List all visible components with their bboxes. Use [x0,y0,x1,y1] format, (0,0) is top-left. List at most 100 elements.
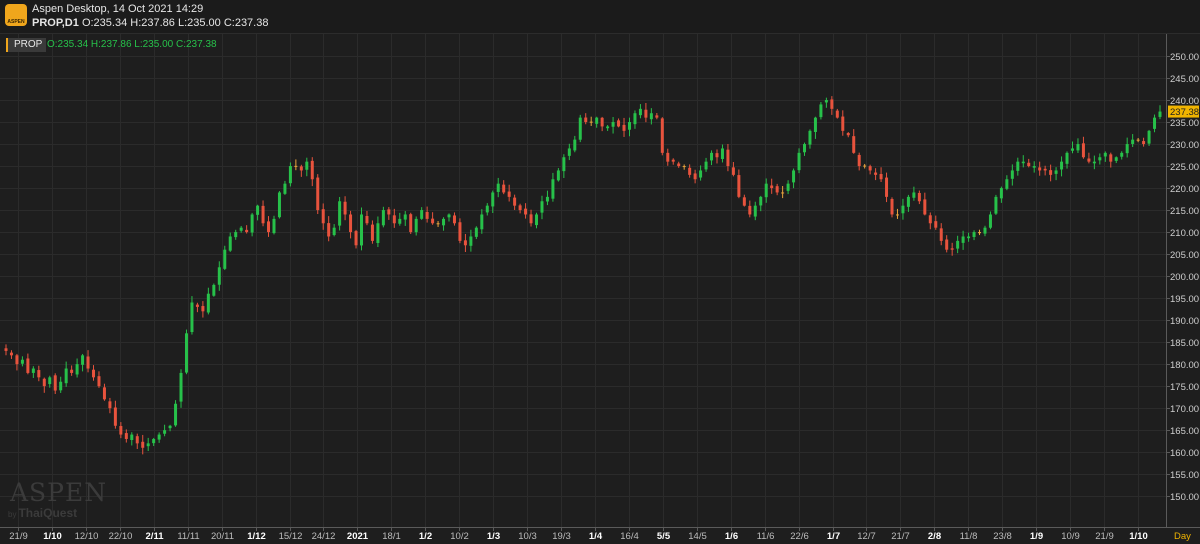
candle-body [1109,154,1113,162]
candle-body [885,177,889,197]
candle-body [119,426,123,435]
candle-body [704,161,708,170]
candle-body [436,223,440,225]
candle-body [600,117,604,127]
candle-body [835,110,839,118]
candle-body [863,165,867,167]
candle-body [939,228,943,241]
candle-body [1049,170,1053,175]
candle-body [792,170,796,183]
candle-body [157,434,161,440]
candle-body [135,436,139,444]
candle-body [201,306,205,312]
candle-body [1070,148,1074,151]
candle-body [606,126,610,129]
candle-body [496,183,500,192]
candle-body [343,201,347,215]
candle-body [1120,152,1124,157]
candle-body [1054,170,1058,174]
candle-body [611,122,615,127]
x-tick-label: 2/8 [928,531,941,542]
candle-body [327,223,331,237]
x-tick-label: 15/12 [279,531,303,542]
candle-body [961,236,965,243]
candle-body [759,196,763,206]
candle-body [1065,152,1069,164]
candle-body [1136,139,1140,141]
candle-body [277,192,281,218]
candle-body [113,407,117,426]
candle-body [988,214,992,228]
y-tick-label: 240.00 [1170,96,1199,107]
candle-body [409,214,413,233]
x-tick-label: 11/6 [757,531,775,542]
candle-body [994,196,998,214]
candle-body [923,199,927,215]
candle-body [764,183,768,198]
candle-body [518,205,522,211]
candle-body [934,221,938,228]
y-tick-label: 150.00 [1170,492,1199,503]
candle-body [354,231,358,246]
candle-body [928,215,932,224]
candle-body [846,133,850,136]
candle-body [403,214,407,220]
candle-body [1147,130,1151,144]
candle-body [1016,161,1020,171]
candle-body [693,173,697,180]
x-tick-label: 19/3 [552,531,571,542]
x-tick-label: 12/10 [75,531,99,542]
candle-body [824,100,828,103]
candle-body [1032,166,1036,168]
candle-body [584,117,588,123]
candle-body [644,109,648,118]
candle-body [666,152,670,162]
candle-body [972,232,976,238]
candle-body [86,356,90,369]
candle-body [540,201,544,213]
candle-body [562,157,566,172]
candle-body [146,443,150,447]
candle-body [305,161,309,170]
candle-body [1081,143,1085,158]
y-tick-label: 205.00 [1170,250,1199,261]
candle-body [425,212,429,219]
candle-body [1005,179,1009,189]
candle-body [1098,157,1102,161]
candle-body [163,430,167,434]
candle-body [212,284,216,296]
candle-body [808,130,812,145]
candle-body [37,370,41,378]
x-tick-label: 1/7 [827,531,840,542]
grid-lines [0,34,1166,527]
x-tick-label: 20/11 [211,531,234,542]
candle-body [316,177,320,211]
symbol-badge[interactable]: PROP [6,38,47,52]
candle-body [901,205,905,214]
candle-body [152,438,156,444]
candle-body [726,149,730,167]
x-tick-label: 12/7 [857,531,876,542]
candle-body [349,214,353,233]
axes: 150.00 155.00 160.00 165.00 170.00 175.00 180.… [0,34,1200,542]
candle-body [737,175,741,197]
candle-body [819,104,823,118]
candle-body [655,115,659,118]
candle-body [217,267,221,285]
x-tick-label: 5/5 [657,531,671,542]
candle-body [310,160,314,180]
candle-body [524,208,528,215]
candle-body [321,209,325,224]
candle-body [852,136,856,153]
candle-body [294,165,298,167]
candle-body [398,218,402,224]
candle-body [1153,117,1157,129]
candle-body [813,117,817,132]
candle-body [622,124,626,131]
candle-body [392,215,396,224]
x-tick-label: 14/5 [688,531,707,542]
candle-body [950,248,954,250]
candle-body [1043,168,1047,171]
candle-body [42,378,46,387]
